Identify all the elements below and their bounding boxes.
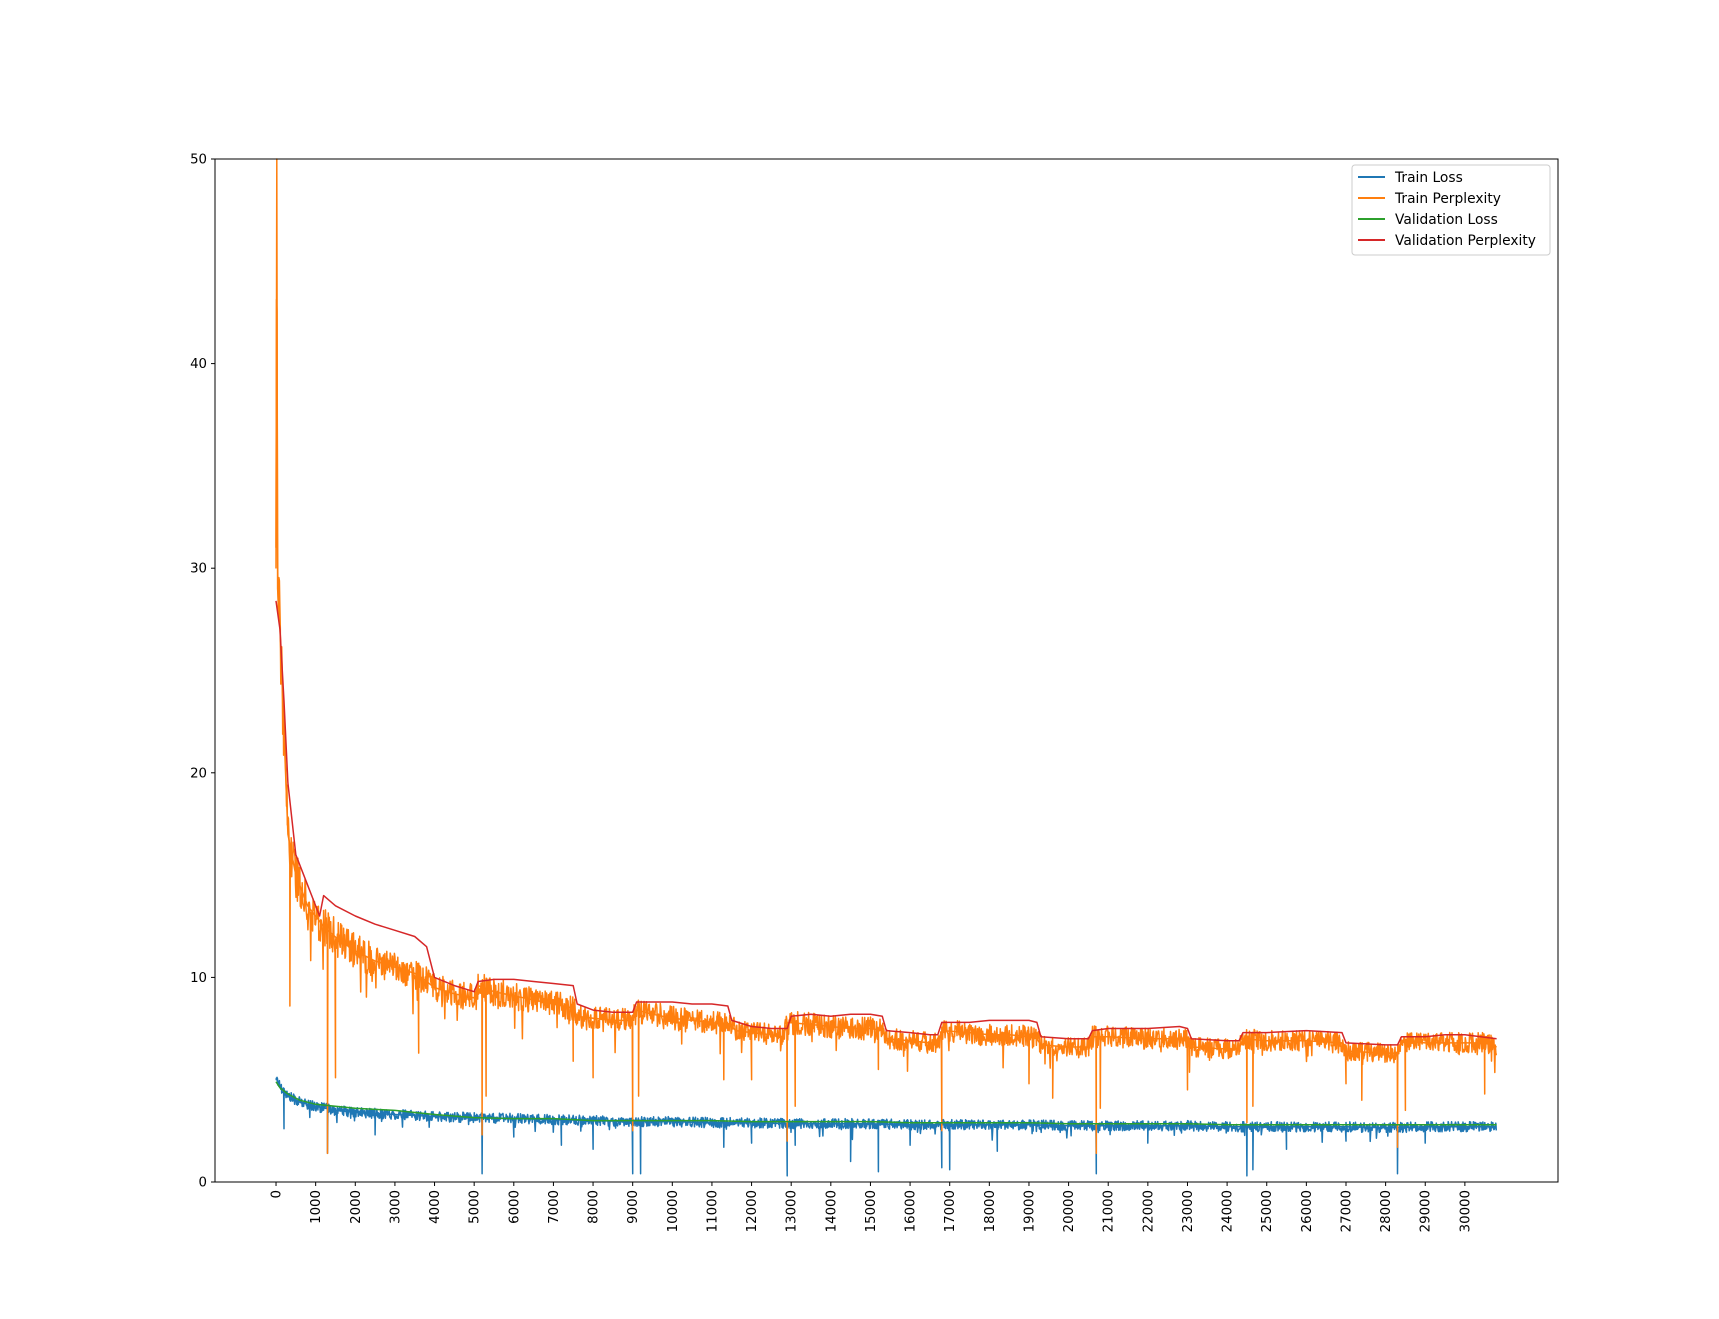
x-tick-label: 12000: [745, 1190, 760, 1232]
legend-label: Validation Loss: [1395, 212, 1498, 228]
series-train-perplexity: [275, 158, 1498, 1155]
x-tick-label: 8000: [587, 1190, 602, 1224]
x-tick-label: 10000: [666, 1190, 681, 1232]
x-tick-label: 24000: [1221, 1190, 1236, 1232]
y-tick-label: 10: [190, 971, 207, 986]
x-tick-label: 9000: [626, 1190, 641, 1224]
series-line: [275, 1076, 1498, 1177]
x-tick-label: 29000: [1419, 1190, 1434, 1232]
x-tick-label: 18000: [983, 1190, 998, 1232]
x-tick-label: 14000: [824, 1190, 839, 1232]
series-line: [275, 600, 1497, 1046]
legend-item: Train Perplexity: [1358, 191, 1501, 207]
legend-label: Train Perplexity: [1394, 191, 1501, 207]
series-layer: [275, 158, 1498, 1177]
x-tick-label: 2000: [349, 1190, 364, 1224]
y-tick-label: 0: [199, 1176, 207, 1191]
plot-border: [214, 158, 1559, 1183]
x-tick-label: 19000: [1022, 1190, 1037, 1232]
x-tick-label: 5000: [468, 1190, 483, 1224]
legend-label: Train Loss: [1394, 170, 1463, 186]
x-tick-label: 21000: [1102, 1190, 1117, 1232]
x-tick-label: 26000: [1300, 1190, 1315, 1232]
x-tick-label: 20000: [1062, 1190, 1077, 1232]
x-tick-label: 27000: [1339, 1190, 1354, 1232]
plot-frame: [215, 159, 1558, 1182]
series-validation-perplexity: [275, 600, 1497, 1046]
x-axis: 0 1000 2000 3000 4000 5000 6000 7000 8000 9000 100…: [270, 1182, 1473, 1232]
legend-box: [1351, 164, 1551, 256]
plot-area: [215, 159, 1558, 1182]
x-tick-label: 22000: [1141, 1190, 1156, 1232]
x-tick-label: 15000: [864, 1190, 879, 1232]
y-tick-label: 30: [190, 562, 207, 577]
x-tick-label: 6000: [507, 1190, 522, 1224]
legend-item: Validation Perplexity: [1358, 233, 1536, 249]
x-tick-label: 4000: [428, 1190, 443, 1224]
y-tick-label: 40: [190, 357, 207, 372]
x-tick-label: 0: [270, 1190, 285, 1198]
y-tick-label: 20: [190, 766, 207, 781]
x-tick-label: 30000: [1458, 1190, 1473, 1232]
legend-item: Train Loss: [1358, 170, 1463, 186]
x-tick-label: 1000: [309, 1190, 324, 1224]
legend-item: Validation Loss: [1358, 212, 1498, 228]
series-train-loss: [275, 1076, 1498, 1177]
x-tick-label: 13000: [785, 1190, 800, 1232]
x-tick-label: 23000: [1181, 1190, 1196, 1232]
y-axis: 0 10 20 30 40 50: [190, 153, 215, 1191]
x-tick-label: 16000: [904, 1190, 919, 1232]
series-validation-loss: [275, 1081, 1497, 1126]
legend: Train Loss Train Perplexity Validation Los…: [1351, 164, 1551, 256]
x-tick-label: 11000: [705, 1190, 720, 1232]
x-tick-label: 25000: [1260, 1190, 1275, 1232]
x-tick-label: 17000: [943, 1190, 958, 1232]
legend-label: Validation Perplexity: [1395, 233, 1536, 249]
series-line: [275, 1081, 1497, 1126]
x-tick-label: 28000: [1379, 1190, 1394, 1232]
x-tick-label: 3000: [388, 1190, 403, 1224]
series-line: [275, 298, 1498, 1155]
y-tick-label: 50: [190, 153, 207, 168]
x-tick-label: 7000: [547, 1190, 562, 1224]
